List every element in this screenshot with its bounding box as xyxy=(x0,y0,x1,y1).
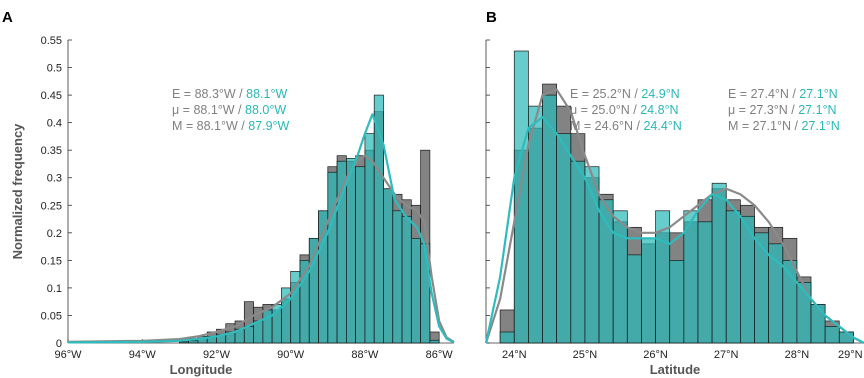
teal-bar xyxy=(243,326,254,344)
teal-bar xyxy=(410,237,421,344)
y-tick-label: 0.05 xyxy=(41,310,62,322)
teal-bar xyxy=(383,188,394,344)
x-tick-label: 28°N xyxy=(785,349,810,361)
y-axis-title: Normalized frequency xyxy=(10,123,25,260)
teal-bar xyxy=(429,339,440,344)
stat-annotation: M = 88.1°W / 87.9°W xyxy=(172,119,290,133)
x-tick-label: 29°N xyxy=(838,349,863,361)
teal-bar xyxy=(641,237,656,344)
stat-teal-value: 27.1°N xyxy=(799,87,837,101)
teal-density-curve xyxy=(484,116,864,344)
stat-gray-value: μ = 27.3°N / xyxy=(728,103,798,117)
stat-annotation: E = 88.3°W / 88.1°W xyxy=(172,87,287,101)
teal-bar xyxy=(838,331,854,344)
stat-gray-value: E = 27.4°N / xyxy=(728,87,799,101)
y-tick-label: 0 xyxy=(56,338,62,350)
teal-bar xyxy=(725,210,741,344)
stat-teal-value: 27.1°N xyxy=(801,119,839,133)
x-tick-label: 27°N xyxy=(714,349,739,361)
x-tick-label: 96°W xyxy=(54,349,82,361)
x-axis-title: Longitude xyxy=(170,362,233,377)
teal-bar xyxy=(697,221,713,344)
stat-gray-value: E = 88.3°W / xyxy=(172,87,246,101)
teal-bar xyxy=(499,331,515,344)
stat-annotation: μ = 25.0°N / 24.8°N xyxy=(570,103,679,117)
stat-annotation: E = 27.4°N / 27.1°N xyxy=(728,87,838,101)
teal-bar xyxy=(188,340,199,344)
teal-bar xyxy=(528,105,543,344)
panel-label-b: B xyxy=(486,9,497,26)
stat-teal-value: 88.0°W xyxy=(245,103,286,117)
stat-annotation: M = 27.1°N / 27.1°N xyxy=(728,119,840,133)
y-tick-label: 0.2 xyxy=(47,228,62,240)
teal-bar xyxy=(570,160,586,344)
y-tick-label: 0.55 xyxy=(41,35,62,47)
teal-bar xyxy=(556,133,572,344)
teal-bar xyxy=(824,326,840,344)
teal-bar xyxy=(626,254,642,344)
histogram-longitude: 0 0.05 0.1 0.15 0.2 0.25 0.3 0.35 0.4 0.45 0.5 0.55… xyxy=(10,35,455,377)
x-tick-label: 94°W xyxy=(129,349,157,361)
y-tick-label: 0.25 xyxy=(41,200,62,212)
stat-gray-value: E = 25.2°N / xyxy=(570,87,641,101)
teal-bar xyxy=(392,210,403,344)
stat-teal-value: 24.8°N xyxy=(640,103,678,117)
stat-annotation: μ = 27.3°N / 27.1°N xyxy=(728,103,837,117)
teal-bar xyxy=(711,182,727,344)
y-tick-label: 0.45 xyxy=(41,90,62,102)
x-tick-label: 92°W xyxy=(203,349,231,361)
x-tick-label: 90°W xyxy=(277,349,305,361)
teal-bar xyxy=(669,260,685,344)
teal-bar xyxy=(401,215,412,344)
x-tick-label: 88°W xyxy=(351,349,379,361)
stat-teal-value: 88.1°W xyxy=(246,87,287,101)
y-tick-label: 0.3 xyxy=(47,173,62,185)
y-tick-label: 0.15 xyxy=(41,255,62,267)
teal-density-curve xyxy=(67,113,455,344)
teal-bar xyxy=(612,210,628,344)
stat-gray-value: μ = 25.0°N / xyxy=(570,103,640,117)
y-tick-label: 0.5 xyxy=(47,63,62,75)
panel-label-a: A xyxy=(2,9,13,26)
y-tick-label: 0.1 xyxy=(47,283,62,295)
stat-gray-value: μ = 88.1°W / xyxy=(172,103,245,117)
teal-bar xyxy=(768,243,784,344)
histogram-latitude: 24°N 25°N 26°N 27°N 28°N 29°N Latitude E = 25.2… xyxy=(484,39,864,377)
teal-bar xyxy=(513,50,529,344)
teal-bar xyxy=(178,341,189,344)
stat-annotation: E = 25.2°N / 24.9°N xyxy=(570,87,680,101)
x-tick-label: 25°N xyxy=(573,349,598,361)
teal-bar xyxy=(810,304,826,344)
stat-teal-value: 24.4°N xyxy=(643,119,681,133)
teal-bar xyxy=(327,171,338,344)
stat-gray-value: M = 24.6°N / xyxy=(570,119,643,133)
teal-bar xyxy=(754,232,769,344)
teal-bar xyxy=(355,166,366,344)
gray-density-curve xyxy=(484,88,864,344)
teal-bar xyxy=(364,133,375,344)
x-axis-title: Latitude xyxy=(650,362,701,377)
stat-annotation: M = 24.6°N / 24.4°N xyxy=(570,119,682,133)
teal-bar xyxy=(346,158,356,344)
y-tick-label: 0.4 xyxy=(47,118,62,130)
stat-teal-value: 24.9°N xyxy=(641,87,679,101)
stat-annotation: μ = 88.1°W / 88.0°W xyxy=(172,103,286,117)
stat-gray-value: M = 88.1°W / xyxy=(172,119,248,133)
stat-teal-value: 27.1°N xyxy=(798,103,836,117)
stat-teal-value: 87.9°W xyxy=(248,119,289,133)
stat-gray-value: M = 27.1°N / xyxy=(728,119,801,133)
x-tick-label: 86°W xyxy=(426,349,454,361)
x-tick-label: 26°N xyxy=(643,349,668,361)
x-tick-label: 24°N xyxy=(502,349,527,361)
y-tick-label: 0.35 xyxy=(41,145,62,157)
